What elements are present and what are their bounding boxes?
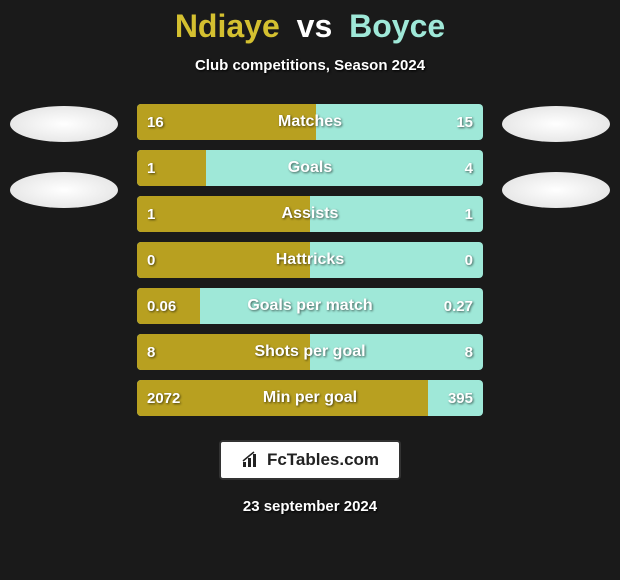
stat-bars: 16Matches151Goals41Assists10Hattricks00.… (137, 104, 483, 416)
stat-bar: 1Goals4 (137, 150, 483, 186)
comparison-card: Ndiaye vs Boyce Club competitions, Seaso… (0, 0, 620, 580)
stat-label: Goals (137, 159, 483, 177)
player2-avatar-body (502, 172, 610, 208)
player2-name: Boyce (349, 8, 445, 44)
stat-label: Min per goal (137, 389, 483, 407)
stat-right-value: 0.27 (444, 298, 473, 315)
stat-bar: 8Shots per goal8 (137, 334, 483, 370)
content-row: 16Matches151Goals41Assists10Hattricks00.… (0, 104, 620, 416)
stat-bar: 16Matches15 (137, 104, 483, 140)
stat-bar: 1Assists1 (137, 196, 483, 232)
player1-avatar-head (10, 106, 118, 142)
subtitle: Club competitions, Season 2024 (195, 57, 425, 74)
player1-name: Ndiaye (175, 8, 280, 44)
chart-icon (241, 451, 261, 469)
stat-label: Goals per match (137, 297, 483, 315)
title: Ndiaye vs Boyce (175, 8, 445, 45)
stat-bar: 0Hattricks0 (137, 242, 483, 278)
stat-label: Assists (137, 205, 483, 223)
stat-label: Matches (137, 113, 483, 131)
title-vs: vs (297, 8, 333, 44)
stat-right-value: 8 (465, 344, 473, 361)
stat-right-value: 0 (465, 252, 473, 269)
brand-badge[interactable]: FcTables.com (219, 440, 401, 480)
stat-right-value: 395 (448, 390, 473, 407)
stat-bar: 0.06Goals per match0.27 (137, 288, 483, 324)
stat-right-value: 4 (465, 160, 473, 177)
brand-text: FcTables.com (267, 450, 379, 470)
stat-right-value: 15 (456, 114, 473, 131)
stat-right-value: 1 (465, 206, 473, 223)
player1-avatar-col (9, 104, 119, 208)
date: 23 september 2024 (243, 498, 377, 515)
stat-label: Shots per goal (137, 343, 483, 361)
player1-avatar-body (10, 172, 118, 208)
player2-avatar-col (501, 104, 611, 208)
stat-bar: 2072Min per goal395 (137, 380, 483, 416)
stat-label: Hattricks (137, 251, 483, 269)
player2-avatar-head (502, 106, 610, 142)
